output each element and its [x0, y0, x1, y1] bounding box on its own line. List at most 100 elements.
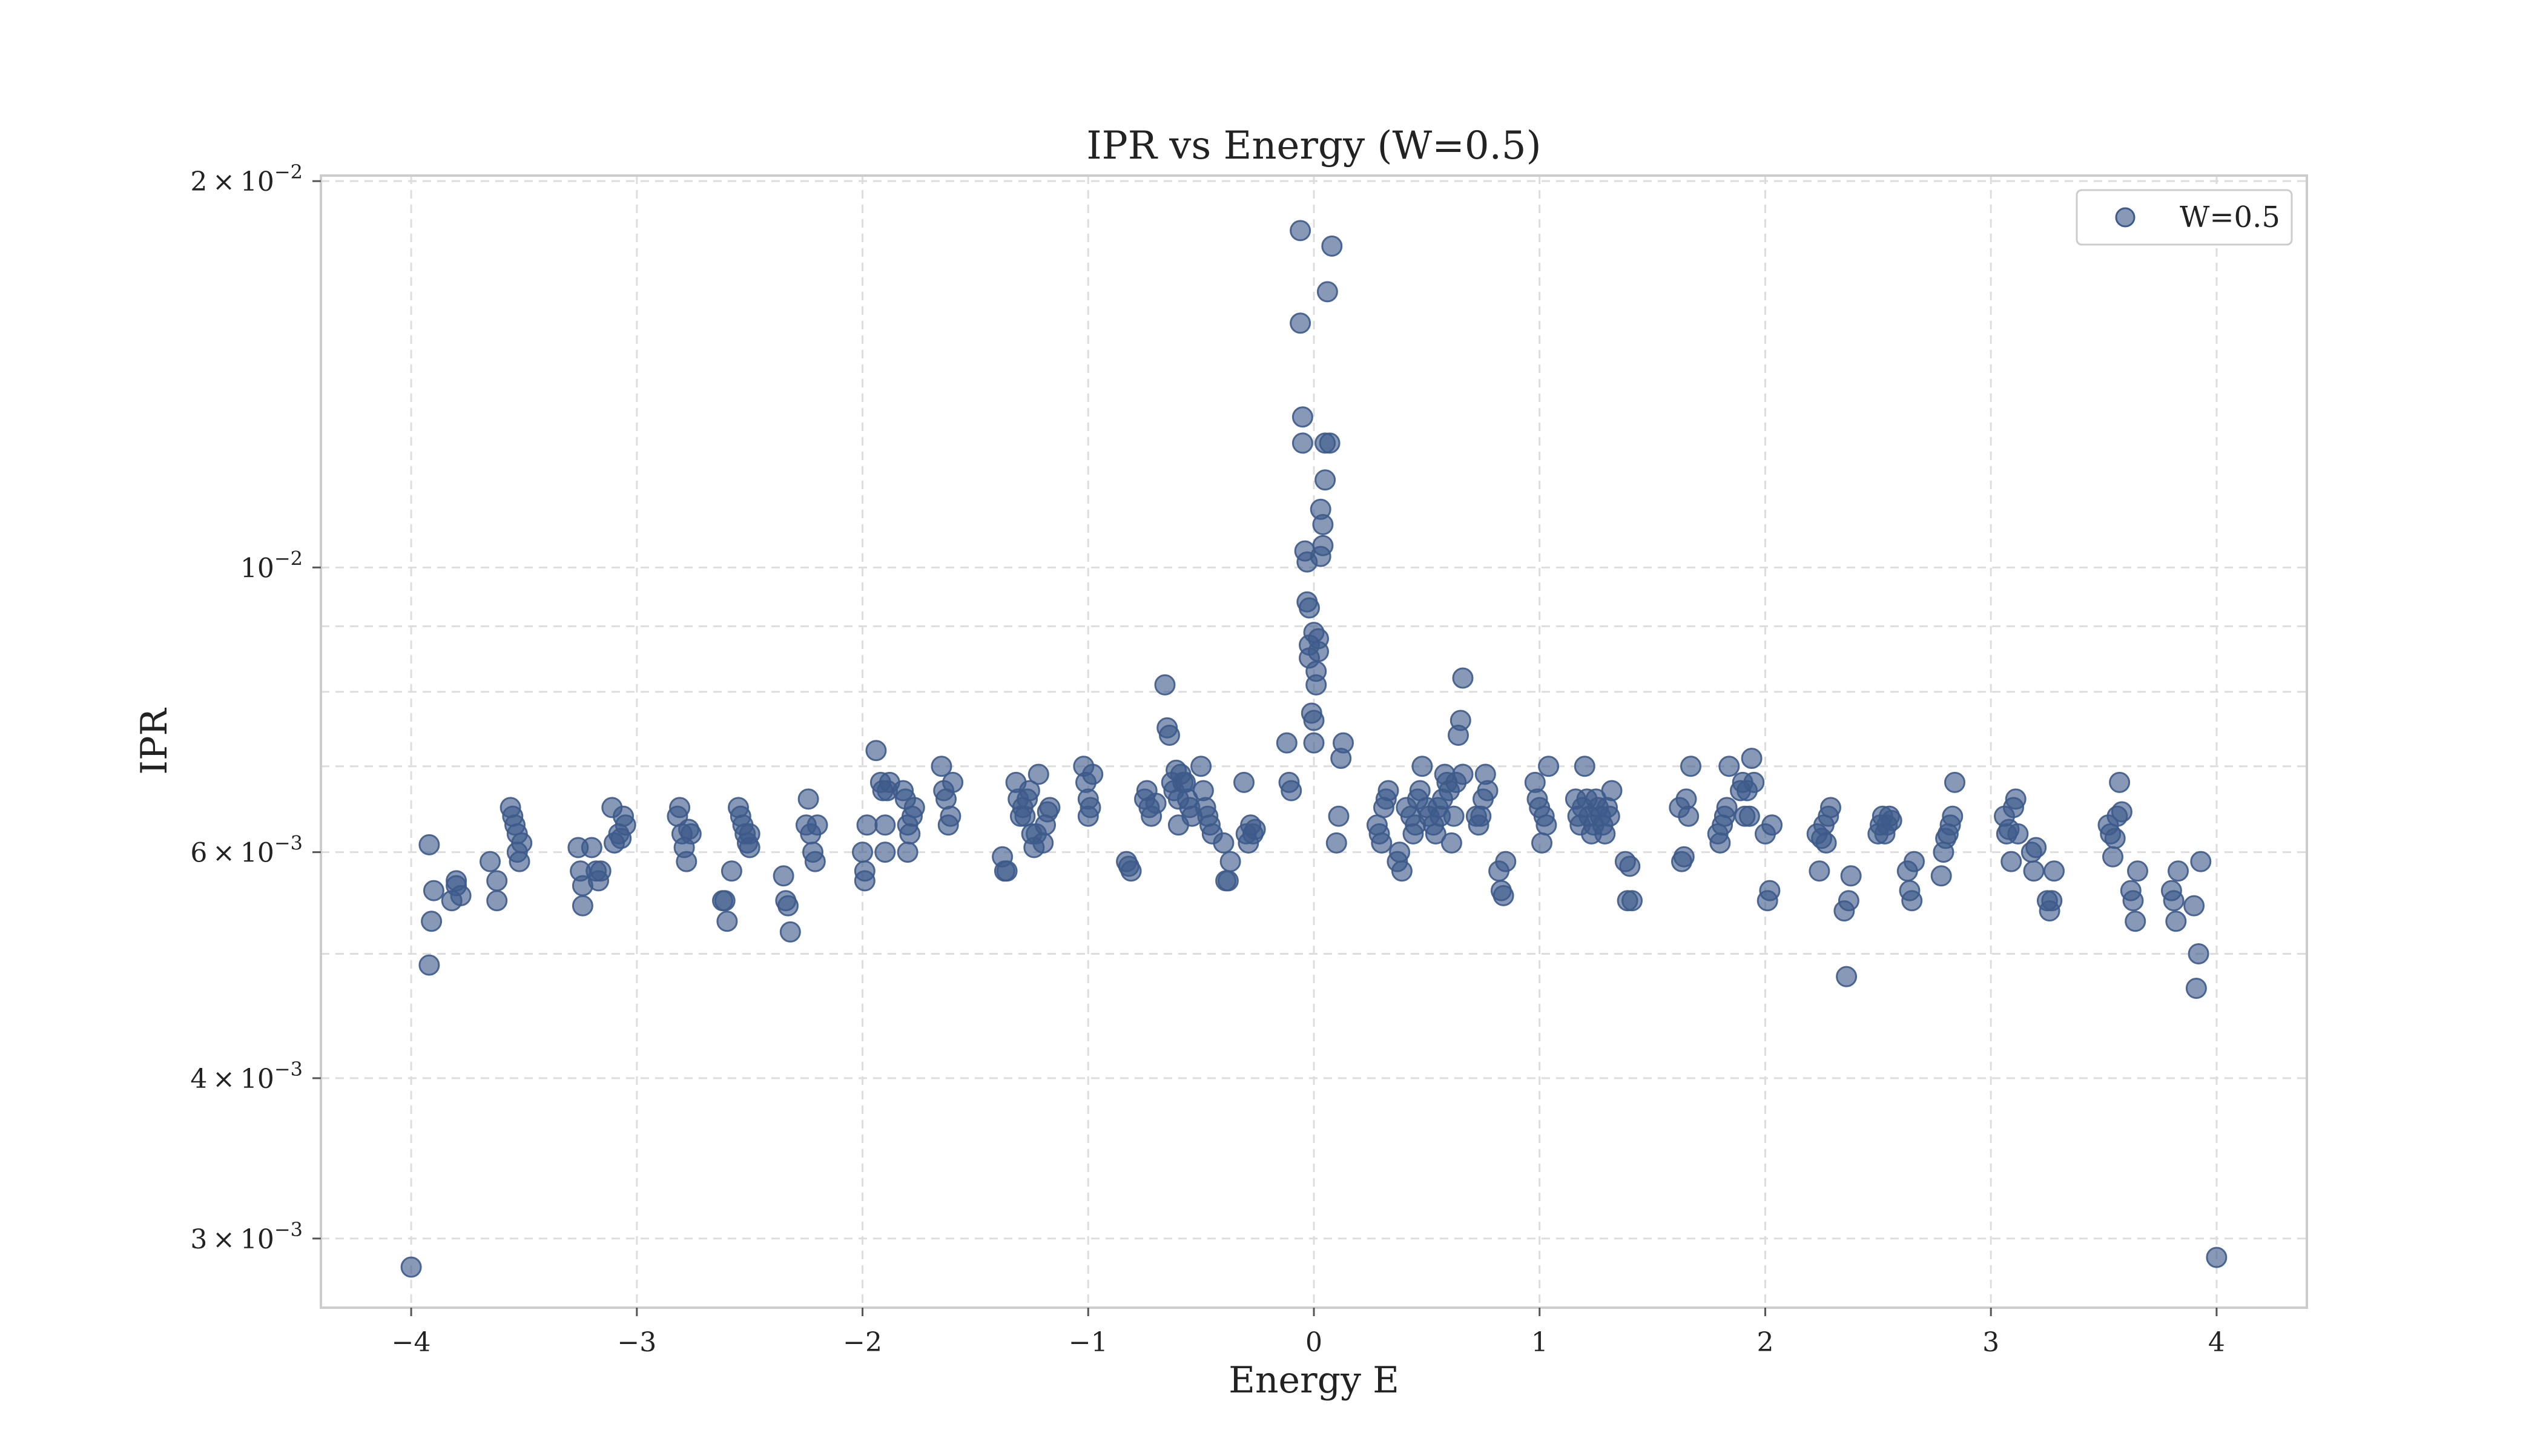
scatter-point	[773, 865, 794, 887]
scatter-point	[1901, 890, 1923, 912]
scatter-point	[874, 842, 896, 863]
scatter-point	[1881, 809, 1902, 831]
x-axis-label: Energy E	[1229, 1359, 1399, 1402]
scatter-point	[1942, 805, 1964, 827]
scatter-point	[581, 837, 602, 858]
scatter-point	[1716, 797, 1738, 819]
scatter-point	[1930, 865, 1952, 887]
scatter-point	[511, 832, 533, 854]
scatter-point	[1312, 535, 1334, 556]
scatter-point	[1213, 832, 1235, 854]
scatter-point	[804, 851, 826, 872]
scatter-point	[1190, 756, 1212, 777]
scatter-point	[2111, 801, 2132, 823]
scatter-point	[797, 788, 819, 810]
scatter-point	[1673, 846, 1695, 868]
scatter-point	[2102, 846, 2123, 868]
scatter-point	[714, 890, 736, 912]
scatter-point	[2122, 890, 2144, 912]
scatter-point	[1290, 220, 1311, 242]
scatter-point	[1492, 884, 1514, 906]
scatter-point	[1440, 832, 1462, 854]
scatter-point	[1944, 771, 1965, 793]
scatter-point	[903, 797, 925, 819]
scatter-point	[1154, 674, 1176, 696]
scatter-point	[2109, 771, 2131, 793]
scatter-point	[1452, 763, 1474, 785]
scatter-point	[2127, 860, 2148, 882]
scatter-point	[421, 911, 443, 932]
scatter-point	[874, 814, 896, 836]
legend-label-w05: W=0.5	[2180, 200, 2280, 234]
y-tick-label: 3 × 10−3	[190, 1218, 303, 1255]
scatter-point	[1741, 748, 1763, 769]
scatter-point	[1680, 756, 1701, 777]
scatter-point	[1477, 780, 1499, 802]
scatter-point	[1082, 763, 1104, 785]
scatter-point	[1531, 832, 1552, 854]
scatter-points	[400, 220, 2228, 1278]
scatter-point	[2185, 978, 2207, 999]
scatter-point	[680, 823, 702, 845]
scatter-point	[1321, 236, 1343, 257]
scatter-point	[1836, 966, 1858, 987]
scatter-point	[856, 814, 878, 836]
scatter-point	[418, 834, 440, 855]
scatter-point	[2165, 911, 2187, 932]
scatter-point	[1217, 870, 1239, 892]
scatter-point	[1319, 432, 1341, 454]
scatter-point	[1018, 780, 1040, 802]
scatter-point	[1039, 797, 1061, 819]
scatter-point	[2007, 823, 2029, 845]
scatter-point	[1325, 832, 1347, 854]
scatter-point	[572, 895, 593, 917]
scatter-point	[1276, 732, 1298, 754]
x-tick-label: −1	[1069, 1327, 1108, 1358]
x-tick-label: 0	[1305, 1327, 1322, 1358]
scatter-point	[1391, 860, 1413, 882]
scatter-point	[2043, 860, 2065, 882]
x-tick-label: 1	[1531, 1327, 1548, 1358]
chart-title: IPR vs Energy (W=0.5)	[1086, 124, 1541, 168]
scatter-point	[423, 880, 444, 901]
scatter-point	[1120, 860, 1142, 882]
scatter-point	[1303, 732, 1325, 754]
x-tick-label: −2	[843, 1327, 882, 1358]
scatter-point	[897, 842, 919, 863]
scatter-point	[1328, 805, 1350, 827]
scatter-point	[2190, 851, 2212, 872]
scatter-point	[1305, 674, 1327, 696]
scatter-point	[1815, 832, 1837, 854]
scatter-point	[716, 911, 738, 932]
scatter-point	[2000, 851, 2022, 872]
scatter-point	[1219, 851, 1241, 872]
scatter-point	[1840, 865, 1862, 887]
scatter-point	[1738, 805, 1760, 827]
scatter-point	[2104, 828, 2126, 849]
scatter-point	[2163, 890, 2185, 912]
scatter-point	[2041, 890, 2063, 912]
scatter-point	[1601, 780, 1623, 802]
scatter-point	[2125, 911, 2146, 932]
x-tick-label: 3	[1982, 1327, 1999, 1358]
scatter-point	[1450, 710, 1471, 731]
scatter-point	[1709, 832, 1731, 854]
scatter-point	[1495, 851, 1517, 872]
scatter-point	[509, 851, 530, 872]
scatter-point	[480, 851, 501, 872]
scatter-point	[806, 814, 828, 836]
scatter-point	[865, 740, 887, 762]
scatter-point	[669, 797, 691, 819]
scatter-point	[1312, 514, 1334, 535]
scatter-point	[676, 851, 698, 872]
legend: W=0.5	[2076, 189, 2293, 246]
scatter-point	[721, 860, 742, 882]
scatter-point	[615, 814, 636, 836]
scatter-point	[1538, 756, 1560, 777]
scatter-point	[1389, 842, 1411, 863]
y-tick-label: 10−2	[240, 547, 303, 584]
scatter-point	[486, 890, 508, 912]
scatter-point	[1032, 832, 1054, 854]
